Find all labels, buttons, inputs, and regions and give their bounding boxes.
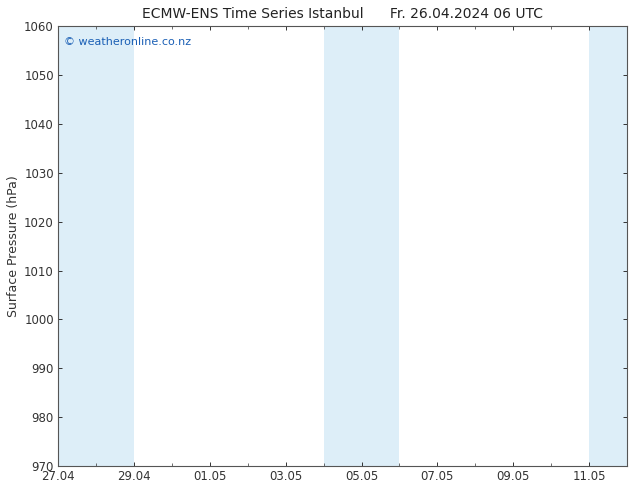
Text: © weatheronline.co.nz: © weatheronline.co.nz (64, 37, 191, 47)
Bar (96, 26, 134, 466)
Bar (589, 26, 627, 466)
Bar (361, 26, 399, 466)
Bar (323, 26, 361, 466)
Y-axis label: Surface Pressure (hPa): Surface Pressure (hPa) (7, 175, 20, 317)
Bar (58, 26, 96, 466)
Title: ECMW-ENS Time Series Istanbul      Fr. 26.04.2024 06 UTC: ECMW-ENS Time Series Istanbul Fr. 26.04.… (142, 7, 543, 21)
